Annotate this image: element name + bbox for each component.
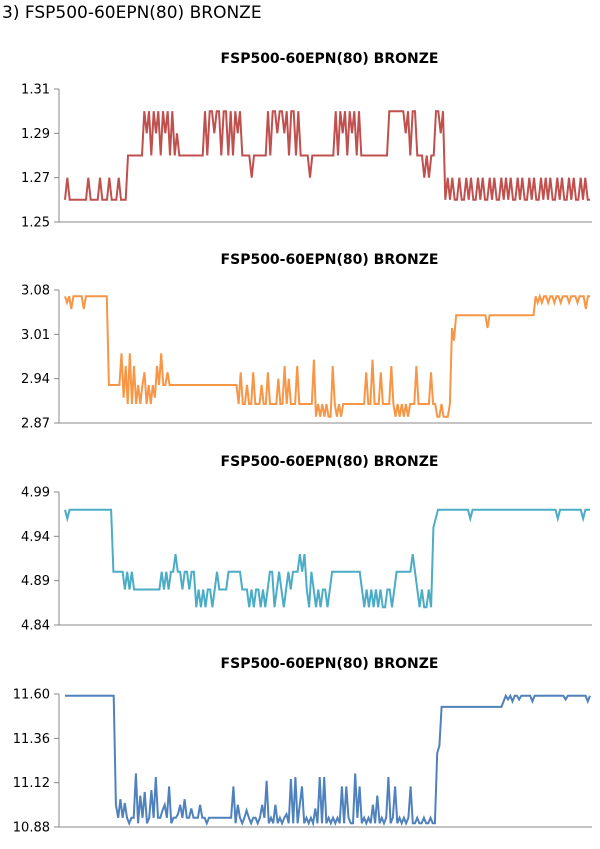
- series-line: [65, 693, 591, 828]
- chart-4-svg: FSP500-60EPN(80) BRONZE 10.88 11.12 11.36 11…: [13, 656, 592, 836]
- y-tick-label: 4.84: [21, 619, 50, 634]
- chart-title: FSP500-60EPN(80) BRONZE: [221, 656, 439, 672]
- y-tick-label: 1.31: [21, 83, 50, 98]
- series-line: [64, 508, 590, 609]
- chart-title: FSP500-60EPN(80) BRONZE: [221, 51, 439, 67]
- y-tick-label: 2.94: [21, 372, 50, 387]
- y-tick-label: 3.01: [21, 328, 50, 343]
- series-line: [64, 110, 590, 201]
- chart-title: FSP500-60EPN(80) BRONZE: [221, 454, 439, 470]
- chart-2-svg: FSP500-60EPN(80) BRONZE 2.87 2.94 3.01 3.08: [21, 252, 592, 432]
- chart-4: FSP500-60EPN(80) BRONZE 10.88 11.12 11.36 11…: [0, 647, 600, 836]
- y-tick-label: 3.08: [21, 284, 50, 299]
- series-line: [64, 293, 590, 418]
- y-tick-label: 2.87: [21, 417, 50, 432]
- y-tick-label: 11.12: [13, 776, 50, 791]
- chart-title: FSP500-60EPN(80) BRONZE: [221, 252, 439, 268]
- y-tick-label: 1.25: [21, 216, 50, 231]
- y-tick-label: 4.89: [21, 574, 50, 589]
- page-heading: 3) FSP500-60EPN(80) BRONZE: [2, 3, 262, 23]
- y-tick-label: 11.36: [13, 732, 50, 747]
- chart-3-svg: FSP500-60EPN(80) BRONZE 4.84 4.89 4.94 4.99: [21, 454, 592, 634]
- y-tick-label: 1.27: [21, 171, 50, 186]
- chart-1-svg: FSP500-60EPN(80) BRONZE 1.25 1.27 1.29 1.31: [21, 51, 592, 231]
- y-tick-label: 4.99: [21, 486, 50, 501]
- y-tick-label: 4.94: [21, 530, 50, 545]
- y-tick-label: 1.29: [21, 127, 50, 142]
- chart-2: FSP500-60EPN(80) BRONZE 2.87 2.94 3.01 3.08: [0, 243, 600, 432]
- y-tick-label: 11.60: [13, 688, 50, 703]
- chart-3: FSP500-60EPN(80) BRONZE 4.84 4.89 4.94 4.99: [0, 445, 600, 634]
- chart-1: FSP500-60EPN(80) BRONZE 1.25 1.27 1.29 1.31: [0, 42, 600, 231]
- y-tick-label: 10.88: [13, 821, 50, 836]
